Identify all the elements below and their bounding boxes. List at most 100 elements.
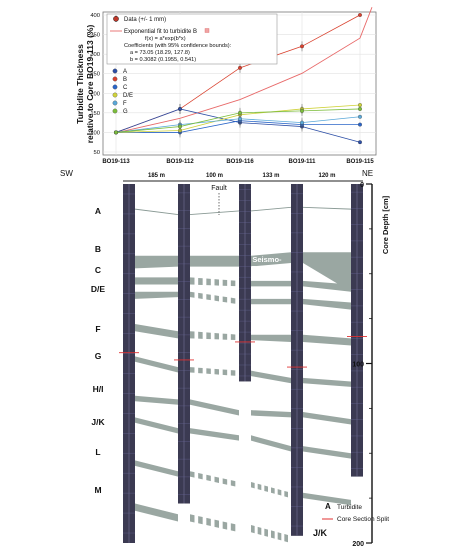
series-legend-marker [112, 108, 118, 114]
data-point [358, 140, 362, 145]
fit-curve [115, 7, 373, 134]
series-legend: ABC D/E FG [112, 68, 133, 115]
y-tick-label: 400 [90, 13, 100, 19]
turbidite-band-dash [257, 526, 262, 536]
depth-axis-label: Core Depth [cm] [381, 195, 390, 254]
chart-legend: Data (+/- 1 mm) Exponential fit to turbi… [106, 13, 278, 65]
turbidite-band-dash [190, 471, 195, 478]
turbidite-band-dash [264, 528, 268, 537]
turbidite-label: F [95, 324, 100, 334]
core-5 [351, 184, 363, 477]
turbidite-band-dash [190, 514, 195, 523]
turbidite-labels: A B C D/E F G H/I J/K L M [91, 206, 106, 495]
series-legend-marker [112, 76, 118, 82]
fit-curve-line [115, 7, 373, 134]
data-point [358, 114, 362, 119]
turbidite-band-dash [190, 367, 195, 373]
turbidite-band-dash [214, 295, 219, 302]
turbidite-label: B [95, 244, 101, 254]
legend-coef-a: a = 73.05 (18.29, 127.8) [130, 50, 190, 56]
depth-ticks: 0 100 200 [352, 182, 372, 548]
turbidite-band [135, 503, 178, 522]
spacing-label: 185 m [148, 173, 165, 179]
y-tick-label: 50 [94, 150, 100, 156]
turbidite-band-dash [198, 277, 203, 285]
turbidite-band-dash [214, 279, 219, 286]
series-legend-label: D/E [123, 93, 133, 99]
cores [123, 184, 363, 543]
thickness-chart: 50 100 150 200 250 300 350 400 BO19-113 BO19-112… [75, 7, 377, 165]
turbidite-band-dash [264, 485, 268, 492]
turbidite-band-dash [277, 489, 282, 496]
data-point [358, 122, 362, 127]
data-point [358, 13, 362, 17]
data-point [178, 124, 182, 129]
data-point [238, 110, 242, 115]
core-4 [291, 184, 303, 536]
y-tick-label: 100 [90, 130, 100, 136]
turbidite-band-dash [257, 483, 262, 491]
turbidite-label: M [94, 485, 101, 495]
turbidite-band-a [302, 206, 352, 210]
data-point [178, 106, 182, 111]
turbidite-band-dash [222, 333, 228, 340]
depth-axis: 0 100 200 Core Depth [cm] [352, 182, 390, 548]
data-point [300, 108, 304, 113]
turbidite-band [135, 417, 178, 434]
seismo-turbidite-label: Seismo- Turbidite ? [251, 255, 285, 282]
series-legend-label: F [123, 101, 127, 107]
data-point [238, 65, 242, 70]
data-point [358, 103, 362, 107]
turbidite-band-dash [230, 334, 236, 341]
series-legend-marker [112, 100, 118, 106]
x-tick-label: BO19-113 [102, 159, 130, 165]
x-ticks: BO19-113 BO19-112 BO19-116 BO19-111 BO19-115 [102, 159, 374, 165]
turbidite-band-dash [230, 370, 236, 376]
y-ticks: 50 100 150 200 250 300 350 400 [90, 13, 100, 156]
turbidite-band [135, 291, 178, 299]
core-spacing: 185 m 100 m 133 m 120 m [123, 173, 363, 182]
turbidite-label: L [95, 447, 100, 457]
spacing-label: 120 m [318, 173, 335, 179]
turbidite-band-dash [206, 294, 211, 301]
turbidite-band [251, 410, 291, 418]
extra-label-jk: J/K [313, 528, 328, 538]
legend-split-label: Core Section Split [337, 516, 389, 523]
turbidite-band-dash [198, 331, 203, 339]
turbidite-bands [134, 206, 352, 543]
series-legend-marker [112, 84, 118, 90]
turbidite-band-dash [190, 331, 195, 339]
series-G [114, 105, 362, 135]
turbidite-band-dash [222, 279, 228, 286]
turbidite-band-dash [190, 291, 195, 298]
turbidite-label: A [95, 206, 101, 216]
turbidite-band-dash [222, 296, 228, 303]
x-tick-label: BO19-115 [346, 159, 374, 165]
turbidite-band [251, 298, 291, 305]
turbidite-band [251, 280, 291, 287]
turbidite-band-dash [206, 332, 211, 340]
series-legend-label: A [123, 69, 127, 75]
turbidite-band-dash [206, 517, 211, 527]
turbidite-label: D/E [91, 284, 106, 294]
turbidite-band [135, 324, 178, 339]
turbidite-band-dash [206, 474, 211, 482]
legend-turbidite-label: Turbidite [337, 504, 362, 511]
data-point [300, 44, 304, 49]
fault-label: Fault [211, 185, 227, 192]
turbidite-band-a [189, 210, 240, 215]
spacing-label: 133 m [262, 173, 279, 179]
core-legend: A Turbidite Core Section Split [322, 502, 389, 523]
turbidite-band [135, 277, 178, 285]
turbidite-band [135, 356, 178, 373]
turbidite-band-dash [251, 525, 255, 534]
turbidite-band [303, 492, 351, 506]
turbidite-band-dash [190, 277, 195, 285]
legend-turbidite-symbol: A [325, 502, 331, 511]
x-tick-label: BO19-116 [226, 159, 254, 165]
turbidite-band-dash [214, 368, 219, 375]
turbidite-band-dash [271, 530, 275, 539]
turbidite-band-dash [271, 487, 275, 494]
turbidite-band [303, 411, 351, 425]
